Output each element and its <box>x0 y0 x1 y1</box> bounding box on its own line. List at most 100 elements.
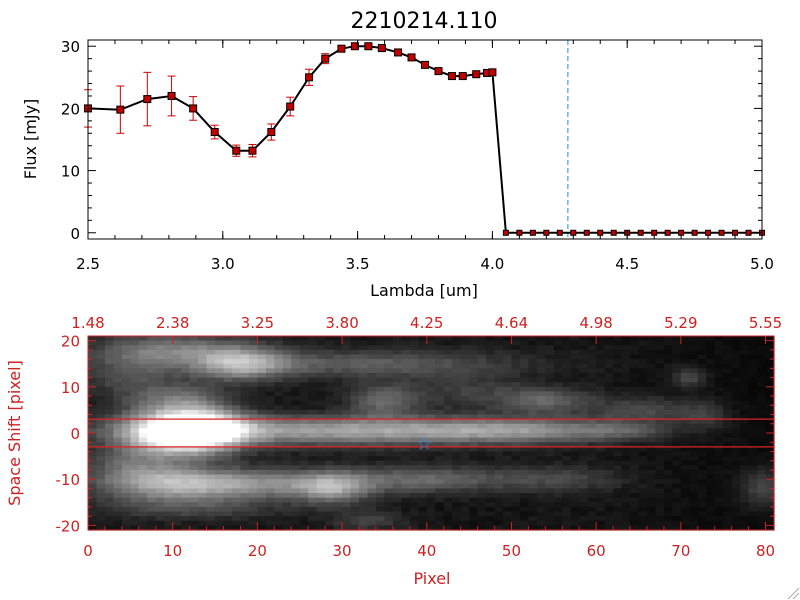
image-pixel <box>604 516 614 522</box>
image-pixel <box>274 488 284 494</box>
image-pixel <box>435 488 445 494</box>
image-pixel <box>392 446 402 453</box>
data-point <box>502 229 509 236</box>
image-pixel <box>714 423 724 429</box>
image-pixel <box>325 469 335 476</box>
image-pixel <box>147 377 157 383</box>
image-pixel <box>536 497 546 503</box>
image-pixel <box>274 511 284 517</box>
image-pixel <box>689 377 699 383</box>
image-pixel <box>579 400 589 406</box>
image-pixel <box>680 437 690 443</box>
image-pixel <box>189 409 199 416</box>
image-pixel <box>469 372 479 379</box>
image-pixel <box>240 382 250 388</box>
image-pixel <box>723 442 733 448</box>
image-pixel <box>375 460 386 466</box>
image-pixel <box>748 354 758 360</box>
image-pixel <box>367 437 377 443</box>
image-pixel <box>350 359 360 365</box>
image-pixel <box>291 428 301 434</box>
image-pixel <box>587 525 597 531</box>
image-pixel <box>215 493 225 499</box>
image-pixel <box>502 502 513 508</box>
image-pixel <box>570 469 580 476</box>
image-pixel <box>621 479 631 485</box>
image-pixel <box>536 428 546 434</box>
image-pixel <box>248 502 258 508</box>
data-point <box>718 229 725 236</box>
image-pixel <box>113 493 123 499</box>
image-pixel <box>748 336 758 342</box>
image-pixel <box>96 428 106 434</box>
image-pixel <box>621 419 631 425</box>
image-pixel <box>435 460 445 466</box>
image-pixel <box>198 423 208 429</box>
image-pixel <box>282 340 292 346</box>
image-pixel <box>452 409 462 416</box>
image-pixel <box>138 428 148 434</box>
image-pixel <box>672 520 682 526</box>
image-pixel <box>172 368 182 374</box>
image-pixel <box>740 372 750 379</box>
image-pixel <box>460 446 470 453</box>
image-pixel <box>587 349 597 356</box>
image-pixel <box>88 419 98 425</box>
image-pixel <box>714 488 724 494</box>
image-pixel <box>528 460 538 466</box>
image-pixel <box>519 359 529 365</box>
image-pixel <box>663 433 673 439</box>
image-pixel <box>367 446 377 453</box>
image-pixel <box>257 516 267 522</box>
image-pixel <box>164 511 174 517</box>
image-pixel <box>401 479 411 485</box>
image-pixel <box>359 506 369 513</box>
image-pixel <box>502 391 513 397</box>
image-pixel <box>460 400 470 406</box>
image-pixel <box>553 396 563 402</box>
image-pixel <box>731 414 741 420</box>
image-pixel <box>299 511 309 517</box>
image-pixel <box>155 493 165 499</box>
image-pixel <box>215 363 225 369</box>
image-pixel <box>477 359 487 365</box>
image-pixel <box>426 414 436 420</box>
image-pixel <box>630 437 640 443</box>
image-pixel <box>731 506 741 513</box>
image-pixel <box>138 502 148 508</box>
image-pixel <box>655 456 665 462</box>
image-pixel <box>367 345 377 351</box>
image-pixel <box>452 382 462 388</box>
image-pixel <box>519 363 529 369</box>
image-pixel <box>274 372 284 379</box>
image-pixel <box>265 446 275 453</box>
image-pixel <box>477 506 487 513</box>
image-pixel <box>655 488 665 494</box>
image-pixel <box>240 363 250 369</box>
image-pixel <box>672 502 682 508</box>
image-pixel <box>443 483 453 490</box>
image-pixel <box>418 349 428 356</box>
image-pixel <box>689 428 699 434</box>
image-pixel <box>680 502 690 508</box>
image-pixel <box>545 396 555 402</box>
image-pixel <box>553 502 563 508</box>
image-pixel <box>88 382 98 388</box>
image-pixel <box>138 525 148 531</box>
image-pixel <box>638 469 648 476</box>
image-pixel <box>206 363 216 369</box>
resize-grip-icon[interactable] <box>787 587 800 600</box>
image-pixel <box>630 359 640 365</box>
image-pixel <box>384 479 394 485</box>
image-pixel <box>562 382 572 388</box>
image-pixel <box>697 396 707 402</box>
image-pixel <box>621 511 631 517</box>
image-pixel <box>291 345 301 351</box>
image-pixel <box>587 506 597 513</box>
image-pixel <box>545 363 555 369</box>
image-pixel <box>181 359 191 365</box>
image-pixel <box>706 340 716 346</box>
image-pixel <box>511 372 521 379</box>
image-pixel <box>748 493 758 499</box>
image-pixel <box>274 340 284 346</box>
